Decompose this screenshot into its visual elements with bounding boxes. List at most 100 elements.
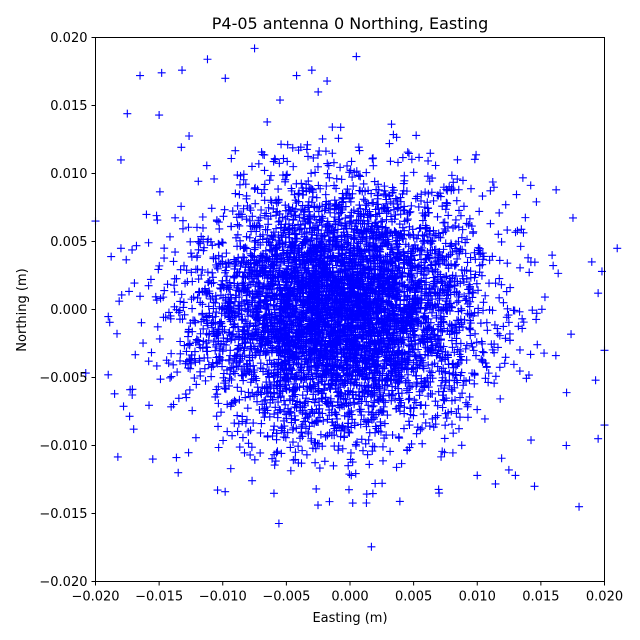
data-point (398, 153, 407, 162)
data-point (478, 192, 487, 201)
data-point (296, 365, 305, 374)
data-point (202, 161, 211, 170)
data-point (212, 216, 221, 225)
data-point (155, 261, 164, 270)
data-point (254, 159, 263, 168)
data-point (436, 233, 445, 242)
data-point (329, 461, 338, 470)
data-point (328, 401, 337, 410)
data-point (325, 497, 334, 506)
data-point (248, 476, 257, 485)
data-point (190, 374, 199, 383)
data-point (330, 431, 339, 440)
data-point (419, 410, 428, 419)
data-point (253, 383, 262, 392)
data-point (428, 389, 437, 398)
data-point (181, 390, 190, 399)
data-point (497, 237, 506, 246)
data-point (393, 158, 402, 167)
data-point (208, 358, 217, 367)
data-point (429, 196, 438, 205)
data-point (311, 417, 320, 426)
data-point (184, 363, 193, 372)
data-point (330, 205, 339, 214)
data-point (332, 174, 341, 183)
data-point (314, 181, 323, 190)
data-point (521, 213, 530, 222)
data-point (220, 205, 229, 214)
data-point (263, 234, 272, 243)
data-point (247, 344, 256, 353)
data-point (501, 353, 510, 362)
data-point (373, 191, 382, 200)
data-point (453, 254, 462, 263)
data-point (513, 226, 522, 235)
data-point (222, 249, 231, 258)
data-point (479, 348, 488, 357)
data-point (334, 134, 343, 143)
data-point (518, 173, 527, 182)
data-point (461, 398, 470, 407)
data-point (436, 192, 445, 201)
data-point (471, 255, 480, 264)
data-point (171, 213, 180, 222)
data-point (532, 315, 541, 324)
data-point (260, 185, 269, 194)
data-point (226, 402, 235, 411)
data-point (516, 242, 525, 251)
data-point (198, 223, 207, 232)
data-point (428, 360, 437, 369)
data-point (548, 251, 557, 260)
data-point (451, 221, 460, 230)
data-point (392, 463, 401, 472)
data-point (343, 161, 352, 170)
data-point (231, 146, 240, 155)
data-point (292, 424, 301, 433)
data-point (433, 401, 442, 410)
data-point (362, 201, 371, 210)
data-point (386, 447, 395, 456)
data-point (438, 403, 447, 412)
data-point (457, 306, 466, 315)
data-point (403, 148, 412, 157)
data-point (194, 238, 203, 247)
data-point (456, 211, 465, 220)
data-point (297, 179, 306, 188)
data-point (347, 423, 356, 432)
data-point (131, 350, 140, 359)
data-point (409, 358, 418, 367)
data-point (423, 172, 432, 181)
data-point (452, 298, 461, 307)
data-point (421, 255, 430, 264)
data-point (463, 235, 472, 244)
data-point (274, 519, 283, 528)
data-point (486, 186, 495, 195)
data-point (394, 203, 403, 212)
data-point (452, 196, 461, 205)
data-point (490, 379, 499, 388)
data-point (457, 233, 466, 242)
data-point (499, 322, 508, 331)
data-point (313, 379, 322, 388)
data-point (465, 310, 474, 319)
data-point (244, 439, 253, 448)
data-point (156, 375, 165, 384)
data-point (369, 161, 378, 170)
data-point (184, 223, 193, 232)
data-point (212, 412, 221, 421)
data-point (395, 394, 404, 403)
data-point (526, 181, 535, 190)
data-point (378, 442, 387, 451)
data-point (409, 168, 418, 177)
data-point (289, 162, 298, 171)
data-point (344, 461, 353, 470)
data-point (269, 344, 278, 353)
data-point (336, 123, 345, 132)
data-point (467, 184, 476, 193)
data-point (371, 428, 380, 437)
data-point (568, 213, 577, 222)
data-point (468, 229, 477, 238)
data-point (447, 241, 456, 250)
data-point (177, 143, 186, 152)
